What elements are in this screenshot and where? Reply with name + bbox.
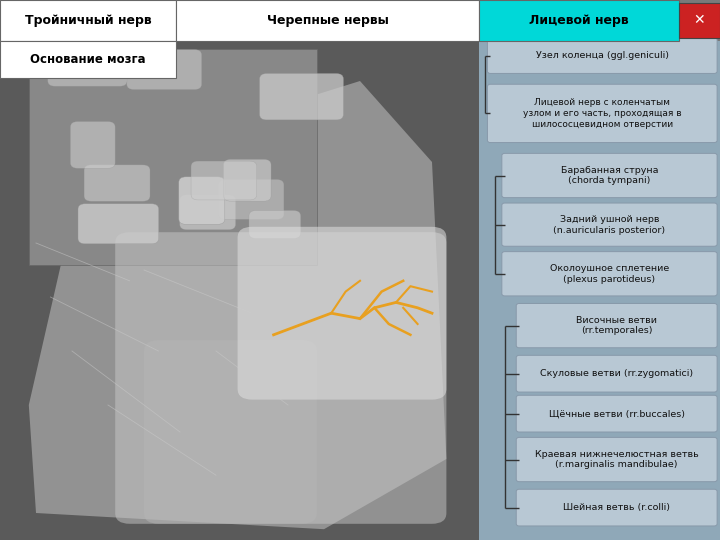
FancyBboxPatch shape [516,395,717,432]
Text: Основание мозга: Основание мозга [30,52,146,66]
Text: Околоушное сплетение
(plexus parotideus): Околоушное сплетение (plexus parotideus) [550,264,669,284]
FancyBboxPatch shape [0,40,176,78]
FancyBboxPatch shape [238,227,446,400]
FancyBboxPatch shape [502,252,717,296]
Text: Барабанная струна
(chorda tympani): Барабанная струна (chorda tympani) [561,166,658,185]
Polygon shape [29,81,446,529]
FancyBboxPatch shape [487,84,717,143]
FancyBboxPatch shape [144,340,317,524]
Text: Шейная ветвь (r.colli): Шейная ветвь (r.colli) [563,503,670,512]
FancyBboxPatch shape [479,40,720,540]
Text: Лицевой нерв с коленчатым
узлом и его часть, проходящая в
шилососцевидном отверс: Лицевой нерв с коленчатым узлом и его ча… [523,98,682,129]
FancyBboxPatch shape [516,437,717,482]
Text: Височные ветви
(rr.temporales): Височные ветви (rr.temporales) [576,316,657,335]
FancyBboxPatch shape [502,153,717,198]
FancyBboxPatch shape [0,40,479,540]
FancyBboxPatch shape [115,232,446,524]
FancyBboxPatch shape [679,3,720,38]
FancyBboxPatch shape [191,161,257,200]
FancyBboxPatch shape [84,165,150,201]
Text: Скуловые ветви (rr.zygomatici): Скуловые ветви (rr.zygomatici) [540,369,693,378]
Text: Задний ушной нерв
(n.auricularis posterior): Задний ушной нерв (n.auricularis posteri… [554,215,665,234]
FancyBboxPatch shape [249,211,301,239]
FancyBboxPatch shape [224,159,271,201]
FancyBboxPatch shape [502,203,717,246]
FancyBboxPatch shape [516,489,717,526]
Text: Тройничный нерв: Тройничный нерв [25,14,151,27]
FancyBboxPatch shape [479,0,679,40]
FancyBboxPatch shape [0,0,176,40]
Text: Черепные нервы: Черепные нервы [266,14,389,27]
FancyBboxPatch shape [176,0,479,40]
FancyBboxPatch shape [180,195,235,230]
Text: Узел коленца (ggl.geniculi): Узел коленца (ggl.geniculi) [536,51,669,60]
FancyBboxPatch shape [78,204,158,244]
FancyBboxPatch shape [487,38,717,73]
Text: Краевая нижнечелюстная ветвь
(r.marginalis mandibulae): Краевая нижнечелюстная ветвь (r.marginal… [535,450,698,469]
Text: ✕: ✕ [693,14,706,27]
FancyBboxPatch shape [516,303,717,348]
FancyBboxPatch shape [179,177,225,224]
FancyBboxPatch shape [48,55,127,86]
FancyBboxPatch shape [260,73,343,120]
FancyBboxPatch shape [127,50,202,90]
FancyBboxPatch shape [218,179,284,219]
FancyBboxPatch shape [516,355,717,392]
FancyBboxPatch shape [71,122,115,168]
FancyBboxPatch shape [29,49,317,265]
Text: Щёчные ветви (rr.buccales): Щёчные ветви (rr.buccales) [549,409,685,418]
Text: Лицевой нерв: Лицевой нерв [529,14,629,27]
